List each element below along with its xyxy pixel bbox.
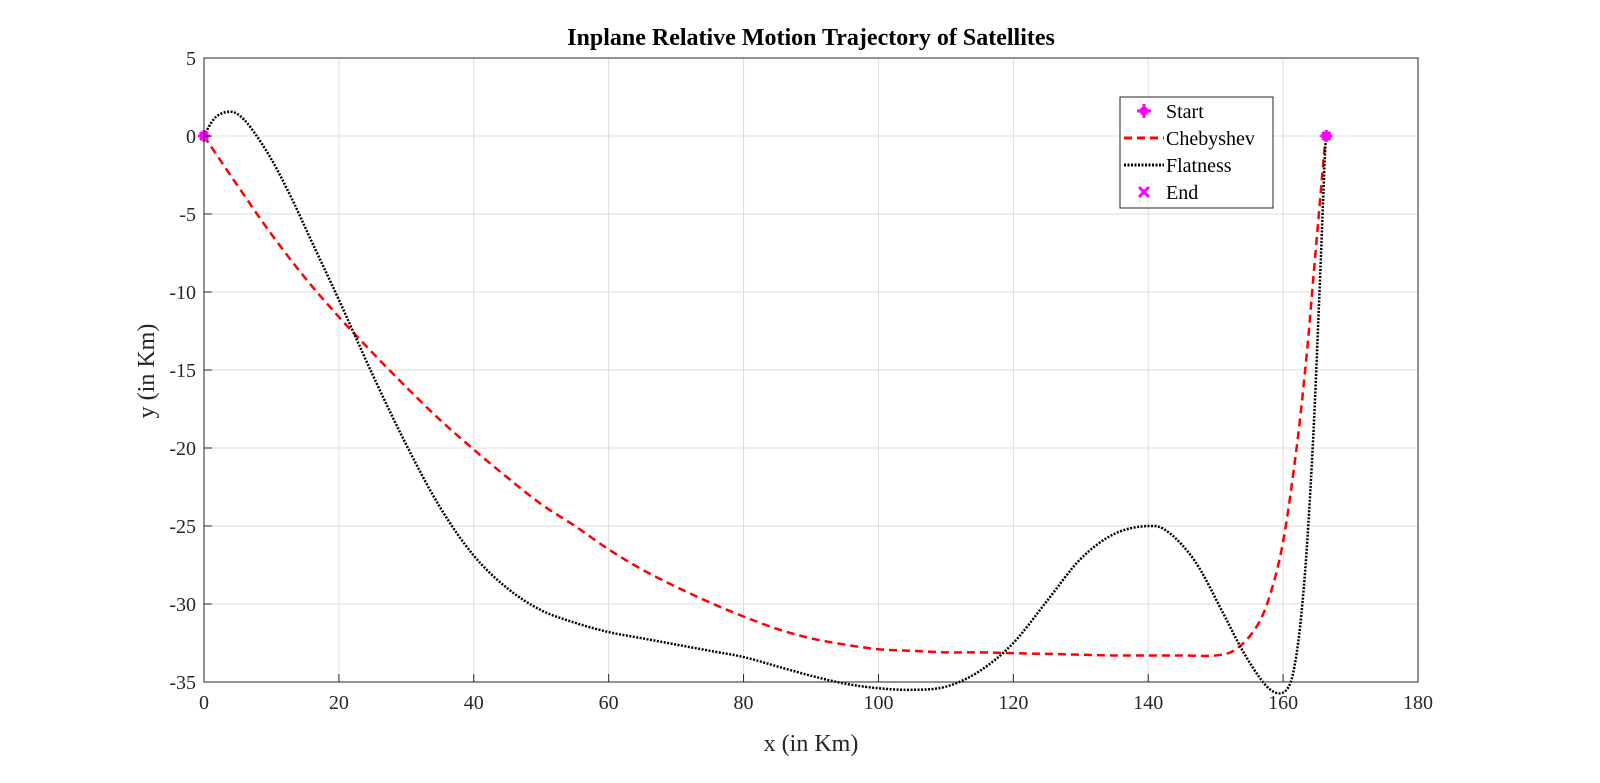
- y-tick-label: -5: [179, 204, 196, 226]
- x-tick-label: 120: [998, 692, 1028, 714]
- y-tick-label: -25: [169, 516, 196, 538]
- x-tick-label: 160: [1268, 692, 1298, 714]
- y-tick-label: 0: [186, 126, 196, 148]
- x-tick-label: 20: [329, 692, 349, 714]
- end-marker-icon: [1137, 185, 1151, 199]
- legend-entry-flatness: Flatness: [1124, 155, 1232, 177]
- x-tick-label: 100: [863, 692, 893, 714]
- x-tick-label: 60: [599, 692, 619, 714]
- y-tick-label: -10: [169, 282, 196, 304]
- legend-entry-chebyshev: Chebyshev: [1124, 128, 1255, 150]
- y-tick-label: -20: [169, 438, 196, 460]
- chart-title: Inplane Relative Motion Trajectory of Sa…: [567, 25, 1055, 51]
- axis-ticks: 0 20 40 60 80 100 120 140 160 180 5 0 -5 -10 -15 -20 -25…: [169, 48, 1433, 714]
- chebyshev-series-line: [202, 135, 1328, 658]
- x-tick-label: 80: [734, 692, 754, 714]
- legend-label-flatness: Flatness: [1166, 155, 1232, 177]
- y-axis-title: y (in Km): [134, 324, 160, 419]
- x-tick-label: 40: [464, 692, 484, 714]
- y-tick-label: 5: [186, 48, 196, 70]
- y-tick-label: -35: [169, 672, 196, 694]
- x-tick-label: 0: [199, 692, 209, 714]
- y-tick-label: -30: [169, 594, 196, 616]
- flatness-series-line: [202, 110, 1328, 695]
- legend-entry-end: End: [1137, 182, 1198, 204]
- x-axis-title: x (in Km): [764, 731, 859, 757]
- legend-entry-start: Start: [1137, 101, 1204, 123]
- legend: Start Chebyshev Flatness End: [1119, 96, 1274, 209]
- x-tick-label: 180: [1403, 692, 1433, 714]
- x-tick-label: 140: [1133, 692, 1163, 714]
- end-marker: [1321, 130, 1332, 142]
- legend-label-chebyshev: Chebyshev: [1166, 128, 1255, 150]
- legend-label-start: Start: [1166, 101, 1204, 123]
- start-marker-icon: [1137, 104, 1151, 118]
- y-tick-label: -15: [169, 360, 196, 382]
- legend-label-end: End: [1166, 182, 1198, 204]
